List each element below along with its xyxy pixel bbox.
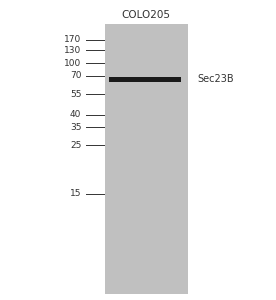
Text: Sec23B: Sec23B bbox=[197, 74, 234, 85]
Text: 40: 40 bbox=[70, 110, 81, 119]
Bar bbox=[109, 77, 181, 82]
Text: COLO205: COLO205 bbox=[122, 10, 171, 20]
Bar bbox=[105, 24, 188, 294]
Text: 55: 55 bbox=[70, 90, 81, 99]
Text: 25: 25 bbox=[70, 141, 81, 150]
Text: 130: 130 bbox=[64, 46, 81, 55]
Text: 70: 70 bbox=[70, 71, 81, 80]
Text: 35: 35 bbox=[70, 123, 81, 132]
Text: 15: 15 bbox=[70, 189, 81, 198]
Text: 100: 100 bbox=[64, 58, 81, 68]
Text: 170: 170 bbox=[64, 35, 81, 44]
